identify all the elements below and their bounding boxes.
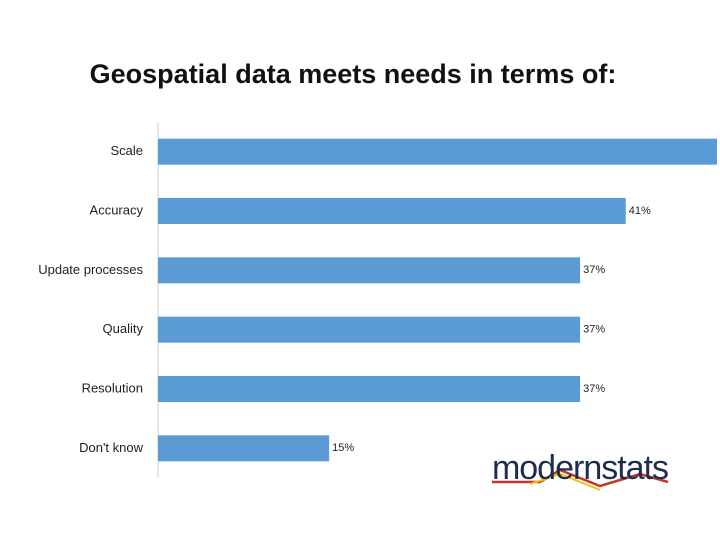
y-tick-label: Quality — [103, 321, 144, 336]
bar — [158, 376, 581, 402]
data-label: 37% — [583, 264, 605, 276]
bar — [158, 138, 717, 165]
y-tick-label: Scale — [110, 143, 143, 158]
logo-swoosh — [529, 472, 601, 491]
data-label: 37% — [583, 324, 605, 336]
y-tick-label: Don't know — [79, 440, 144, 455]
chart-title: Geospatial data meets needs in terms of: — [90, 59, 617, 89]
data-label: 15% — [332, 442, 354, 454]
logo-swoosh — [492, 468, 669, 488]
bar — [158, 198, 626, 224]
bar — [158, 316, 581, 343]
bar — [158, 257, 581, 284]
logo: modernstats — [492, 449, 669, 491]
data-label: 37% — [583, 383, 605, 395]
logo-text: modernstats — [492, 449, 668, 487]
y-tick-label: Update processes — [38, 262, 143, 277]
y-tick-label: Resolution — [82, 380, 143, 395]
y-tick-label: Accuracy — [90, 202, 144, 217]
data-label: 41% — [629, 205, 651, 217]
bar — [158, 435, 330, 462]
